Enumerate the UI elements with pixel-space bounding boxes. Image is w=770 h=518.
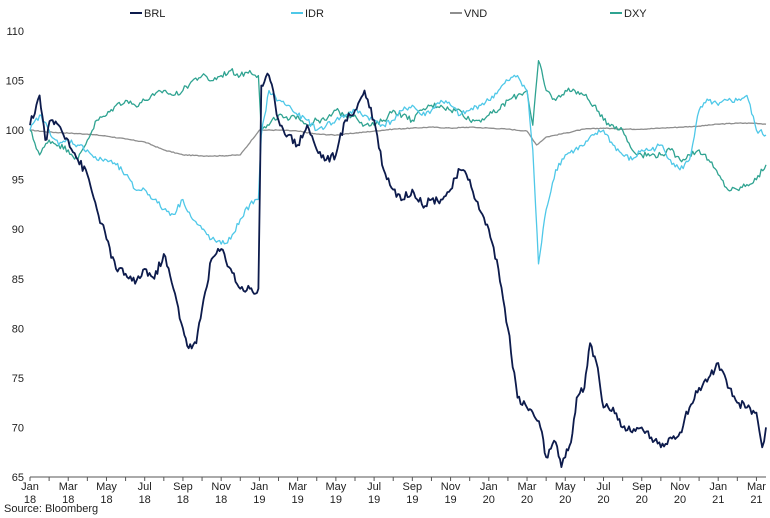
x-tick-label-month: Mar xyxy=(747,481,766,493)
chart-legend: BRL IDR VND DXY xyxy=(130,8,647,20)
x-tick-label-month: Jan xyxy=(480,481,498,493)
x-tick-label-year: 20 xyxy=(636,494,648,506)
x-tick-label-year: 20 xyxy=(559,494,571,506)
series-line-idr xyxy=(29,74,767,265)
x-tick-label-year: 19 xyxy=(253,494,265,506)
x-tick-label-month: Sep xyxy=(403,481,423,493)
y-tick-label: 110 xyxy=(6,26,24,38)
x-tick-label-month: Nov xyxy=(670,481,690,493)
y-tick-label: 80 xyxy=(12,323,24,335)
x-tick-label-year: 18 xyxy=(100,494,112,506)
x-axis: Jan18Mar18May18Jul18Sep18Nov18Jan19Mar19… xyxy=(21,476,766,506)
x-tick-label-month: Mar xyxy=(59,481,78,493)
y-tick-label: 95 xyxy=(12,175,24,187)
legend-label-brl: BRL xyxy=(144,8,165,20)
series-layer xyxy=(29,60,767,468)
x-tick-label-month: Jul xyxy=(367,481,381,493)
y-tick-label: 75 xyxy=(12,373,24,385)
x-tick-label-month: May xyxy=(555,481,576,493)
x-tick-label-year: 21 xyxy=(712,494,724,506)
x-tick-label-month: Sep xyxy=(173,481,193,493)
x-tick-label-year: 18 xyxy=(177,494,189,506)
x-tick-label-month: Mar xyxy=(518,481,537,493)
x-tick-label-month: Sep xyxy=(632,481,652,493)
y-tick-label: 100 xyxy=(6,125,24,137)
x-tick-label-year: 19 xyxy=(368,494,380,506)
source-note: Source: Bloomberg xyxy=(4,503,99,515)
x-tick-label-year: 18 xyxy=(62,494,74,506)
y-tick-label: 65 xyxy=(12,472,24,484)
legend-label-idr: IDR xyxy=(305,8,324,20)
x-tick-label-year: 18 xyxy=(24,494,36,506)
x-tick-label-year: 20 xyxy=(674,494,686,506)
x-tick-label-month: Jan xyxy=(709,481,727,493)
legend-label-vnd: VND xyxy=(464,8,487,20)
y-tick-label: 70 xyxy=(12,422,24,434)
legend-label-dxy: DXY xyxy=(624,8,647,20)
x-tick-label-year: 19 xyxy=(330,494,342,506)
x-tick-label-month: May xyxy=(96,481,117,493)
x-tick-label-month: May xyxy=(325,481,346,493)
x-tick-label-year: 21 xyxy=(750,494,762,506)
y-tick-label: 105 xyxy=(6,76,24,88)
x-tick-label-year: 18 xyxy=(139,494,151,506)
x-tick-label-month: Jul xyxy=(138,481,152,493)
series-line-brl xyxy=(29,72,767,468)
x-tick-label-month: Jul xyxy=(596,481,610,493)
x-tick-label-year: 20 xyxy=(483,494,495,506)
x-tick-label-month: Mar xyxy=(288,481,307,493)
x-tick-label-year: 19 xyxy=(292,494,304,506)
x-tick-label-year: 19 xyxy=(406,494,418,506)
x-tick-label-month: Nov xyxy=(211,481,231,493)
series-line-dxy xyxy=(29,60,767,192)
y-tick-label: 90 xyxy=(12,224,24,236)
y-axis: 65 70 75 80 85 90 95 100 105 110 xyxy=(6,26,24,484)
x-tick-label-month: Jan xyxy=(21,481,39,493)
x-tick-label-year: 19 xyxy=(444,494,456,506)
x-tick-label-year: 20 xyxy=(597,494,609,506)
x-tick-label-year: 18 xyxy=(215,494,227,506)
series-line-vnd xyxy=(29,122,767,157)
x-tick-label-year: 20 xyxy=(521,494,533,506)
x-tick-label-month: Nov xyxy=(441,481,461,493)
y-tick-label: 85 xyxy=(12,274,24,286)
x-tick-label-month: Jan xyxy=(251,481,269,493)
